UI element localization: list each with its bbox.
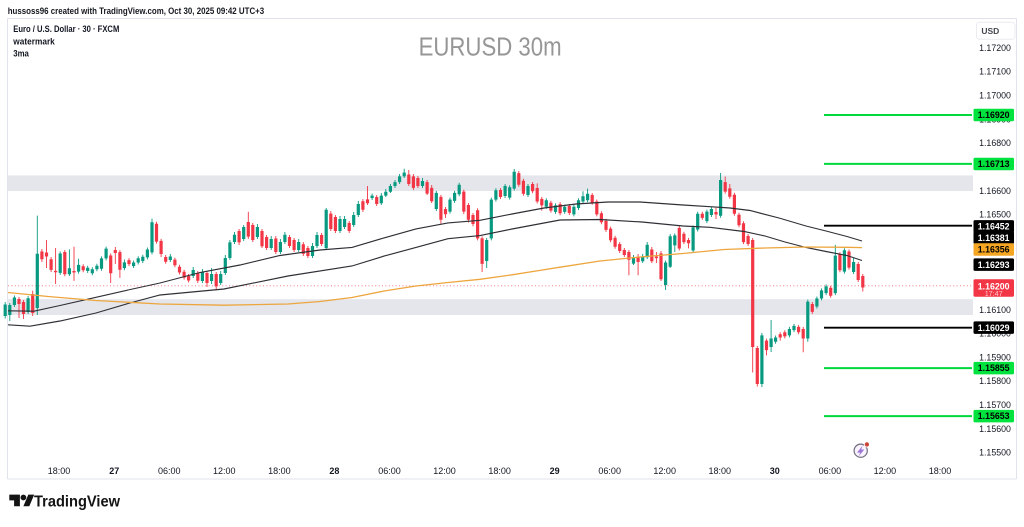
svg-text:18:00: 18:00 <box>929 466 952 476</box>
svg-text:1.17000: 1.17000 <box>979 91 1011 101</box>
svg-text:1.16800: 1.16800 <box>979 138 1011 148</box>
svg-text:TradingView: TradingView <box>34 493 121 510</box>
svg-text:1.16200: 1.16200 <box>978 281 1010 291</box>
svg-text:12:00: 12:00 <box>653 466 676 476</box>
svg-text:1.16356: 1.16356 <box>978 245 1010 255</box>
svg-text:1.15855: 1.15855 <box>978 363 1010 373</box>
svg-text:06:00: 06:00 <box>598 466 621 476</box>
svg-text:1.16713: 1.16713 <box>978 159 1010 169</box>
svg-text:1.16600: 1.16600 <box>979 186 1011 196</box>
svg-text:1.17100: 1.17100 <box>979 67 1011 77</box>
svg-text:18:00: 18:00 <box>709 466 732 476</box>
svg-text:1.15900: 1.15900 <box>979 352 1011 362</box>
svg-text:06:00: 06:00 <box>819 466 842 476</box>
svg-text:1.15653: 1.15653 <box>978 411 1010 421</box>
svg-text:18:00: 18:00 <box>268 466 291 476</box>
svg-text:1.15700: 1.15700 <box>979 400 1011 410</box>
svg-text:06:00: 06:00 <box>378 466 401 476</box>
svg-text:USD: USD <box>981 26 999 36</box>
svg-text:1.15800: 1.15800 <box>979 376 1011 386</box>
svg-text:29: 29 <box>550 466 560 476</box>
svg-text:1.16500: 1.16500 <box>979 210 1011 220</box>
svg-text:1.16452: 1.16452 <box>978 221 1010 231</box>
svg-text:hussoss96 created with Trading: hussoss96 created with TradingView.com, … <box>8 6 265 16</box>
svg-text:Euro / U.S. Dollar · 30 · FXCM: Euro / U.S. Dollar · 30 · FXCM <box>13 24 119 34</box>
svg-text:1.16293: 1.16293 <box>978 260 1010 270</box>
svg-text:1.17200: 1.17200 <box>979 43 1011 53</box>
svg-text:watermark: watermark <box>12 37 55 47</box>
svg-text:17:47: 17:47 <box>985 289 1003 298</box>
svg-text:3ma: 3ma <box>13 49 29 59</box>
svg-text:1.16029: 1.16029 <box>978 323 1010 333</box>
svg-text:06:00: 06:00 <box>158 466 181 476</box>
svg-text:18:00: 18:00 <box>48 466 71 476</box>
svg-text:27: 27 <box>109 466 119 476</box>
svg-text:30: 30 <box>770 466 780 476</box>
svg-text:1.16920: 1.16920 <box>978 110 1010 120</box>
svg-text:28: 28 <box>329 466 339 476</box>
svg-text:1.15500: 1.15500 <box>979 448 1011 458</box>
svg-text:EURUSD 30m: EURUSD 30m <box>419 34 562 62</box>
svg-text:18:00: 18:00 <box>488 466 511 476</box>
svg-text:1.16100: 1.16100 <box>979 305 1011 315</box>
svg-text:12:00: 12:00 <box>213 466 236 476</box>
svg-text:1.15600: 1.15600 <box>979 424 1011 434</box>
svg-text:12:00: 12:00 <box>433 466 456 476</box>
svg-text:12:00: 12:00 <box>874 466 897 476</box>
svg-text:1.16381: 1.16381 <box>978 233 1010 243</box>
